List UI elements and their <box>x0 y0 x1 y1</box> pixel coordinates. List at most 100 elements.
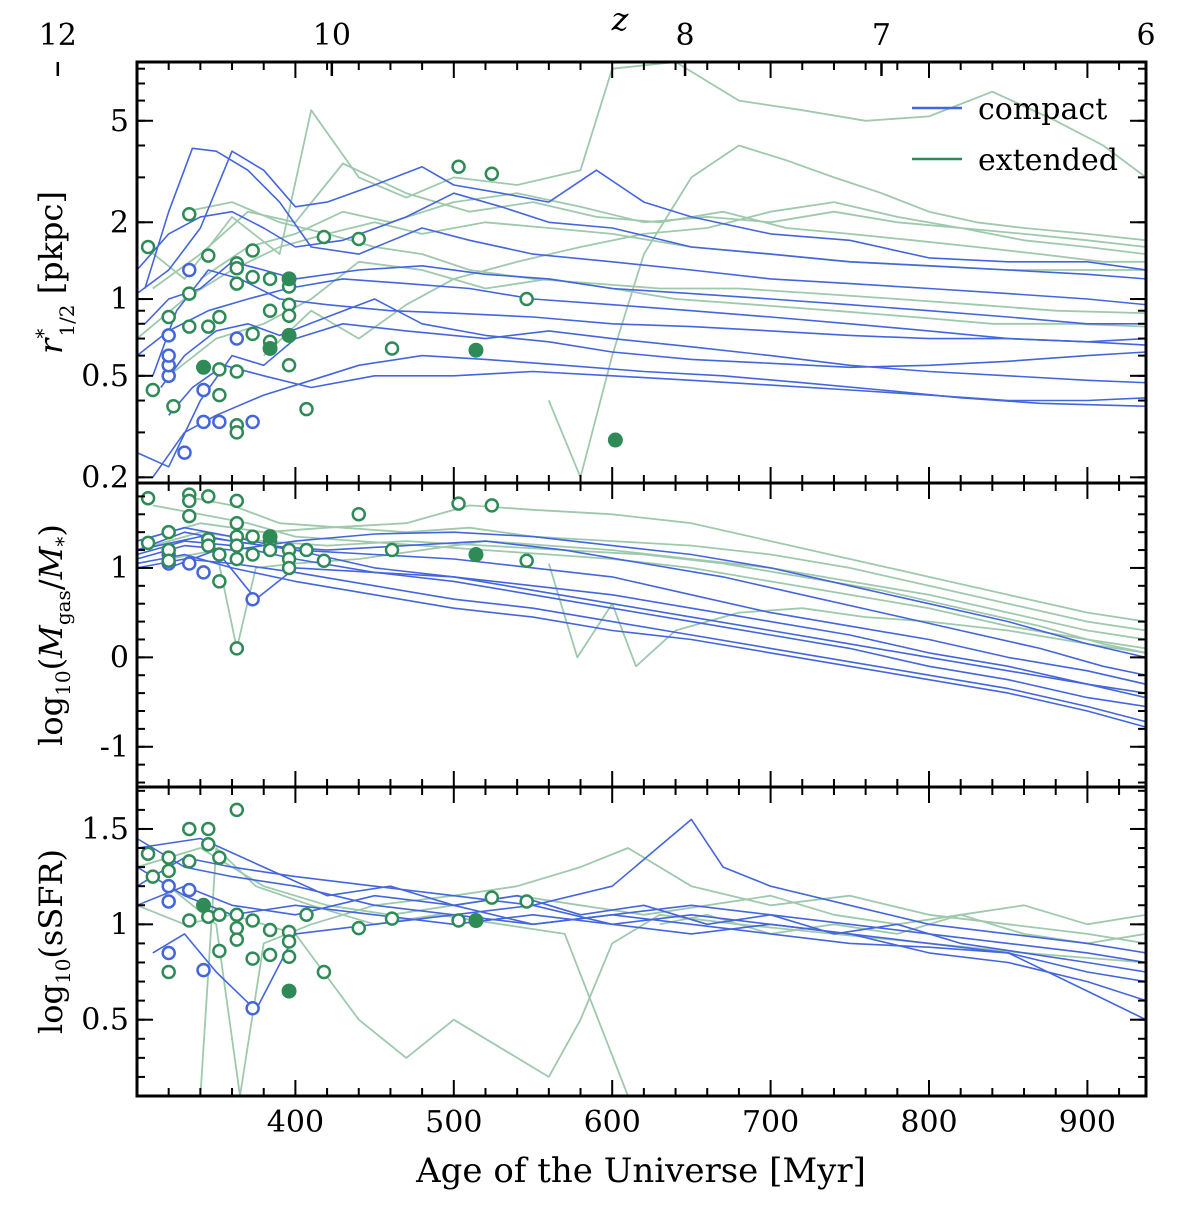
extended-filled-marker <box>281 983 297 999</box>
extended-open-marker <box>262 271 278 287</box>
extended-open-marker <box>166 398 181 414</box>
extended-open-marker <box>182 319 197 334</box>
y-label-sub: 1/2 <box>55 304 79 336</box>
compact-open-marker <box>196 565 211 580</box>
extended-open-marker <box>519 291 534 307</box>
compact-open-marker <box>161 945 176 961</box>
y-label-slash: / <box>32 579 70 590</box>
y-label-m: M <box>32 624 70 659</box>
x-tick-label: 800 <box>900 1105 957 1140</box>
compact-open-marker <box>245 1001 260 1016</box>
extended-open-marker <box>299 542 314 558</box>
extended-open-marker <box>201 538 216 553</box>
extended-open-marker <box>316 553 332 569</box>
compact-open-marker <box>161 328 176 343</box>
extended-series-line <box>137 504 1146 623</box>
extended-series-line <box>168 540 1146 650</box>
compact-series-line <box>137 866 1146 1002</box>
extended-open-marker <box>281 934 297 949</box>
extended-series-line <box>263 201 1146 357</box>
extended-open-marker <box>229 551 245 567</box>
extended-open-marker <box>281 358 297 373</box>
extended-open-marker <box>384 542 400 558</box>
compact-open-marker <box>161 878 176 894</box>
extended-open-marker <box>229 493 245 509</box>
extended-open-marker <box>316 229 332 245</box>
legend-extended-label: extended <box>978 143 1118 178</box>
extended-filled-marker <box>281 271 297 287</box>
compact-open-marker <box>177 445 192 460</box>
extended-open-marker <box>229 907 245 923</box>
x-tick-label: 700 <box>742 1105 799 1140</box>
y-label-base: 10 <box>51 959 75 984</box>
extended-open-marker <box>182 207 197 222</box>
extended-series-line <box>168 260 1146 377</box>
compact-open-marker <box>182 556 197 571</box>
extended-open-marker <box>182 286 197 301</box>
compact-open-marker <box>182 262 197 278</box>
extended-open-marker <box>140 846 156 862</box>
extended-series-line <box>199 847 629 1096</box>
extended-open-marker <box>212 547 227 562</box>
extended-filled-marker <box>468 913 484 929</box>
extended-series-line <box>184 495 1146 632</box>
extended-open-marker <box>245 951 260 966</box>
extended-open-marker <box>281 308 297 324</box>
extended-open-marker <box>201 489 216 504</box>
compact-series-line <box>137 553 1146 728</box>
extended-open-marker <box>182 821 197 837</box>
extended-series-line <box>152 162 1146 290</box>
y-tick-label: 5 <box>110 104 129 139</box>
panel-frame <box>135 481 1148 789</box>
extended-open-marker <box>262 947 278 963</box>
y-tick-label: 1 <box>110 551 129 586</box>
y-label-close: ) <box>32 524 70 536</box>
compact-series-line <box>144 260 1146 325</box>
extended-open-marker <box>212 362 227 377</box>
extended-open-marker <box>161 863 176 879</box>
y-axis-label: log10(Mgas/M*) <box>32 524 75 746</box>
extended-open-marker <box>519 894 534 909</box>
extended-filled-marker <box>196 897 212 913</box>
panel-data <box>137 487 1146 728</box>
legend: compact extended <box>912 92 1118 178</box>
x-tick-label: 600 <box>584 1105 641 1140</box>
x-tick-label: 900 <box>1059 1105 1116 1140</box>
compact-open-marker <box>245 591 260 607</box>
panel-size: 0.2 0.5 1 2 5 r*1/2 [pkpc] <box>31 60 1148 495</box>
z-tick-label: 7 <box>872 18 891 53</box>
compact-series-line <box>137 150 1146 295</box>
extended-open-marker <box>140 490 156 506</box>
y-label-gas: gas <box>51 590 75 625</box>
extended-open-marker <box>245 529 260 544</box>
compact-series-line <box>160 298 1146 388</box>
extended-open-marker <box>212 574 227 589</box>
z-tick-label: 6 <box>1136 18 1155 53</box>
y-label-star2: * <box>51 537 75 547</box>
compact-series-line <box>137 531 1146 659</box>
panel-data <box>137 802 1146 1096</box>
extended-open-marker <box>245 269 260 285</box>
extended-filled-marker <box>262 529 278 545</box>
extended-open-marker <box>245 326 260 342</box>
legend-compact-label: compact <box>978 92 1107 127</box>
extended-open-marker <box>262 542 278 558</box>
extended-open-marker <box>245 913 260 928</box>
y-tick-label: 1 <box>110 282 129 317</box>
extended-open-marker <box>201 821 216 837</box>
y-label-log: log <box>32 984 70 1034</box>
extended-filled-marker <box>468 547 484 563</box>
compact-series-line <box>152 913 1146 1021</box>
extended-open-marker <box>299 401 314 417</box>
compact-series-line <box>137 818 1146 954</box>
extended-open-marker <box>451 913 466 928</box>
extended-open-marker <box>484 498 500 513</box>
x-tick-label: 500 <box>425 1105 482 1140</box>
extended-open-marker <box>182 854 197 869</box>
extended-open-marker <box>201 836 216 852</box>
y-tick-label: 0.5 <box>81 359 129 394</box>
compact-open-marker <box>196 414 211 430</box>
panel-data <box>137 62 1146 479</box>
extended-filled-marker <box>281 327 297 343</box>
extended-open-marker <box>281 949 297 965</box>
